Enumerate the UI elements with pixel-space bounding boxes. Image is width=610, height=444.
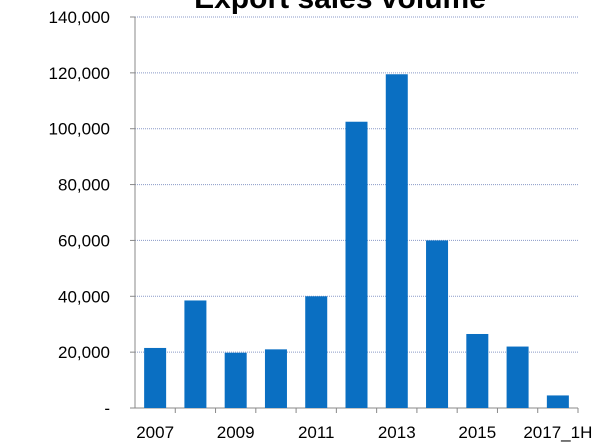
- bar: [506, 346, 529, 408]
- bar: [546, 395, 569, 408]
- y-tick-label: 20,000: [58, 343, 110, 362]
- x-tick-label: 2009: [217, 423, 255, 442]
- bar: [264, 349, 287, 408]
- bar: [385, 74, 408, 408]
- bar: [305, 296, 328, 408]
- bar: [345, 121, 368, 408]
- bar: [466, 333, 489, 408]
- y-tick-label: -: [104, 399, 110, 418]
- x-tick-label: 2011: [298, 423, 335, 442]
- bar: [144, 347, 167, 408]
- y-tick-label: 100,000: [49, 120, 110, 139]
- bar: [184, 300, 207, 408]
- y-tick-label: 60,000: [58, 231, 110, 250]
- chart-title: Export sales volume: [194, 0, 486, 15]
- x-tick-label: 2013: [378, 423, 416, 442]
- y-tick-label: 140,000: [49, 8, 110, 27]
- y-tick-label: 120,000: [49, 64, 110, 83]
- x-tick-label: 2007: [136, 423, 174, 442]
- x-tick-label: 2015: [458, 423, 496, 442]
- y-tick-label: 40,000: [58, 287, 110, 306]
- x-tick-label: 2017_1H: [523, 423, 592, 442]
- bar: [224, 352, 247, 408]
- y-tick-label: 80,000: [58, 176, 110, 195]
- bar: [426, 240, 449, 408]
